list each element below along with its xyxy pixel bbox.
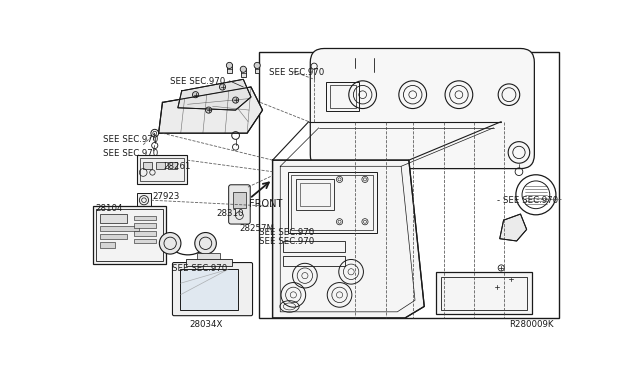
Text: FRONT: FRONT <box>250 199 283 209</box>
Bar <box>259 52 559 318</box>
Text: 28257M: 28257M <box>239 224 275 233</box>
FancyBboxPatch shape <box>172 263 253 316</box>
Bar <box>300 183 330 206</box>
Circle shape <box>205 107 212 113</box>
Bar <box>134 239 156 243</box>
Bar <box>143 162 152 169</box>
Bar <box>441 277 527 310</box>
Bar <box>241 68 246 77</box>
Circle shape <box>195 232 216 254</box>
Bar <box>134 231 156 235</box>
Text: 28034X: 28034X <box>189 320 223 329</box>
Polygon shape <box>500 214 527 241</box>
Bar <box>186 259 232 266</box>
Bar <box>93 206 166 264</box>
Bar <box>291 175 373 230</box>
Bar <box>197 253 220 260</box>
Text: 28261: 28261 <box>163 162 191 171</box>
Polygon shape <box>159 87 262 133</box>
Text: 27923: 27923 <box>152 192 180 202</box>
Text: - SEE SEC.970: - SEE SEC.970 <box>497 196 559 205</box>
Circle shape <box>227 62 232 68</box>
Bar <box>227 64 232 73</box>
Circle shape <box>220 84 225 90</box>
Text: SEE SEC.970: SEE SEC.970 <box>103 148 159 158</box>
Bar <box>255 64 259 73</box>
Circle shape <box>232 97 239 103</box>
Polygon shape <box>178 79 251 110</box>
Text: SEE SEC.970: SEE SEC.970 <box>170 77 225 86</box>
Circle shape <box>193 92 198 98</box>
Text: R280009K: R280009K <box>509 320 554 329</box>
Bar <box>284 241 345 252</box>
Text: SEE SEC.970: SEE SEC.970 <box>269 68 324 77</box>
Bar <box>134 223 156 228</box>
Bar <box>436 272 532 314</box>
Bar <box>234 192 246 208</box>
Bar <box>137 155 187 184</box>
Bar <box>156 162 164 169</box>
Bar <box>137 193 151 207</box>
Text: 28104: 28104 <box>95 204 123 213</box>
Bar <box>96 209 163 261</box>
Bar <box>100 242 115 248</box>
Circle shape <box>254 62 260 68</box>
Circle shape <box>159 232 181 254</box>
Polygon shape <box>273 160 424 318</box>
Text: SEE SEC.970: SEE SEC.970 <box>172 264 228 273</box>
Text: 28310: 28310 <box>216 209 244 218</box>
Text: SEE SEC.970: SEE SEC.970 <box>259 228 314 237</box>
Bar <box>140 158 184 181</box>
Bar <box>326 81 359 111</box>
Text: SEE SEC.970: SEE SEC.970 <box>103 135 159 144</box>
Bar <box>180 269 238 310</box>
Bar <box>134 216 156 220</box>
Bar <box>288 172 376 233</box>
Text: SEE SEC.970: SEE SEC.970 <box>259 237 314 246</box>
Bar <box>284 256 345 266</box>
Bar <box>168 162 177 169</box>
FancyBboxPatch shape <box>310 48 534 169</box>
FancyBboxPatch shape <box>228 185 250 224</box>
Circle shape <box>240 66 246 73</box>
Bar <box>296 179 334 210</box>
Bar <box>330 85 356 108</box>
Bar <box>100 226 139 231</box>
Bar <box>100 214 127 223</box>
Bar <box>100 234 127 239</box>
